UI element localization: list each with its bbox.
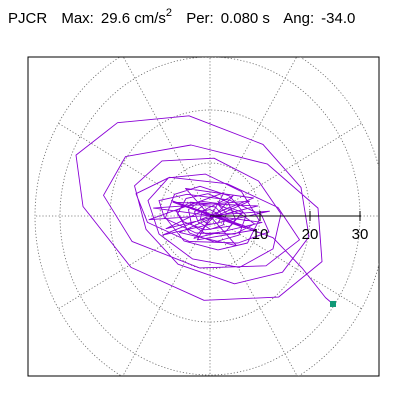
period-label: Per: (186, 10, 214, 27)
angle-label: Ang: (283, 10, 315, 27)
max-field: Max: 29.6 cm/s2 (61, 7, 173, 28)
radial-tick-label: 20 (302, 226, 319, 243)
max-unit-exponent: 2 (165, 7, 173, 19)
radial-axis: 10 20 30 (210, 211, 368, 243)
grid-spoke-240 (122, 215, 211, 376)
chart-title: PJCR Max: 29.6 cm/s2 Per: 0.080 s Ang: -34.… (8, 7, 365, 28)
angle-value: -34.0 (321, 10, 356, 27)
radial-tick-label: 30 (352, 226, 369, 243)
max-value: 29.6 (100, 10, 131, 27)
grid-spoke-210 (58, 215, 211, 310)
orbit-line (75, 115, 334, 305)
angle-field: Ang: -34.0 (283, 10, 355, 27)
max-label: Max: (61, 10, 94, 27)
period-value: 0.080 s (220, 10, 270, 27)
orbit-trace (75, 115, 334, 305)
period-field: Per: 0.080 s (186, 10, 270, 27)
max-unit: cm/s (134, 10, 166, 27)
peak-marker-group (330, 300, 336, 307)
grid-spoke-120 (122, 57, 211, 217)
peak-marker (330, 300, 336, 307)
station-code: PJCR (8, 10, 48, 27)
plot-frame (27, 56, 380, 377)
grid-spoke-60 (209, 57, 298, 217)
grid-spoke-150 (58, 122, 211, 217)
grid-spoke-330 (209, 215, 362, 310)
radial-tick-label: 10 (252, 226, 269, 243)
grid-spoke-30 (209, 122, 362, 217)
